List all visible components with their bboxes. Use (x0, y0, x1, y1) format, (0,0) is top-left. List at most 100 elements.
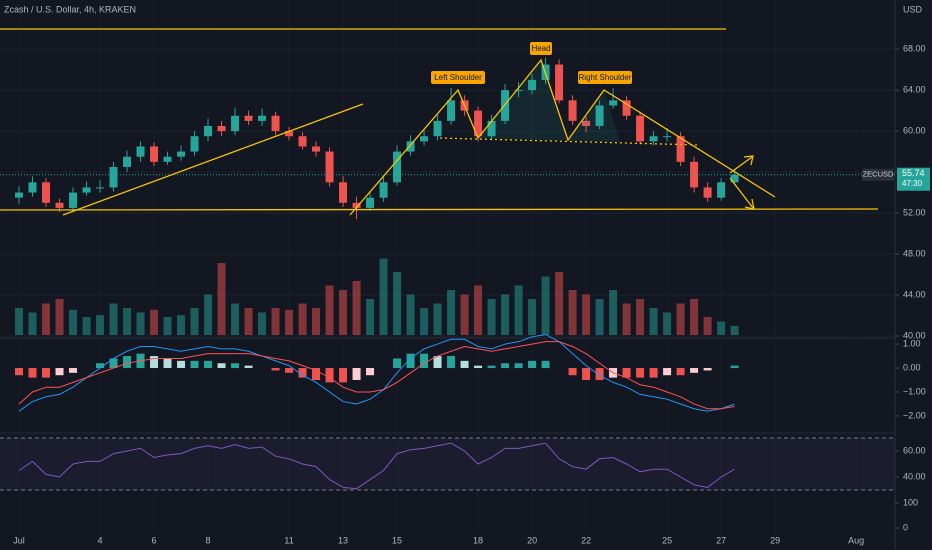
macd-histogram (217, 363, 226, 369)
y-tick-label: 64.00 (903, 85, 926, 95)
macd-histogram (123, 356, 132, 369)
candle-body (609, 100, 618, 106)
x-tick-label: 22 (581, 535, 591, 545)
candle-body (676, 136, 685, 162)
annotation-box (578, 71, 632, 84)
candle-body (109, 166, 118, 188)
volume-bar (514, 285, 523, 335)
symbol-box (862, 168, 894, 181)
macd-histogram (406, 353, 415, 369)
macd-histogram (150, 356, 159, 369)
macd-histogram (366, 368, 375, 376)
candle-body (177, 151, 186, 157)
annotation: Head (531, 44, 550, 53)
price-box (897, 167, 930, 191)
y-tick-label: 40.00 (903, 471, 926, 481)
candle-body (703, 187, 712, 198)
macd-histogram (528, 360, 537, 369)
volume-bar (717, 321, 726, 335)
volume-bar (447, 290, 456, 335)
candle-body (568, 100, 577, 121)
candle-body (487, 120, 496, 137)
volume-bar (109, 303, 118, 335)
y-tick-label: 60.00 (903, 125, 926, 135)
volume-bar (730, 326, 739, 335)
candle-body (271, 115, 280, 132)
macd-histogram (339, 368, 348, 383)
volume-bar (271, 308, 280, 335)
candle-body (393, 151, 402, 183)
macd-histogram (433, 356, 442, 369)
arrow-up (729, 156, 753, 174)
volume-bar (690, 299, 699, 335)
volume-bar (406, 294, 415, 335)
candle-body (231, 115, 240, 132)
macd-histogram (244, 365, 253, 369)
candle-body (244, 115, 253, 121)
candle-body (163, 156, 172, 162)
arrow-head (743, 155, 754, 166)
macd-histogram (474, 365, 483, 369)
macd-histogram (109, 358, 118, 369)
x-tick-label: 6 (152, 535, 157, 545)
candle-body (433, 120, 442, 137)
candle-body (379, 182, 388, 198)
candle-body (730, 174, 739, 183)
macd-histogram (325, 368, 334, 383)
volume-bar (528, 299, 537, 335)
volume-bar (663, 312, 672, 335)
candle-body (204, 125, 213, 137)
volume-bar (568, 290, 577, 335)
y-tick-label: 52.00 (903, 207, 926, 217)
volume-bar (433, 303, 442, 335)
candle-body (352, 202, 361, 208)
candle-body (96, 187, 105, 189)
macd-histogram (285, 368, 294, 373)
volume-bar (460, 294, 469, 335)
volume-bar (420, 308, 429, 335)
y-tick-label: 1.00 (903, 338, 921, 348)
candle-body (55, 202, 64, 208)
candle-body (217, 125, 226, 132)
candle-body (636, 115, 645, 142)
volume-bar (82, 317, 91, 335)
y-tick-label: 0.00 (903, 362, 921, 372)
pattern-fill (458, 60, 620, 142)
macd-histogram (622, 368, 631, 378)
macd-histogram (649, 368, 658, 378)
y-tick-label: 0 (903, 522, 908, 532)
volume-bar (123, 308, 132, 335)
annotation: Left Shoulder (434, 73, 482, 82)
volume-bar (636, 299, 645, 335)
macd-histogram (298, 368, 307, 378)
volume-bar (487, 299, 496, 335)
candle-body (150, 146, 159, 162)
candle-body (15, 192, 24, 198)
rsi-line (18, 442, 735, 490)
candle-body (622, 100, 631, 116)
volume-bar (217, 263, 226, 335)
macd-histogram (420, 353, 429, 369)
candle-body (406, 141, 415, 152)
volume-bar (258, 312, 267, 335)
y-tick-label: 100 (903, 497, 918, 507)
candle-body (595, 105, 604, 126)
macd-histogram (447, 356, 456, 369)
macd-histogram (312, 368, 321, 381)
candle-body (582, 120, 591, 126)
x-tick-label: 11 (284, 535, 293, 545)
macd-histogram (177, 360, 186, 369)
chart-title: Zcash / U.S. Dollar, 4h, KRAKEN (4, 4, 136, 14)
annotation-box (530, 42, 552, 55)
signal-line (18, 341, 735, 410)
arrow-down (729, 177, 754, 209)
macd-histogram (352, 368, 361, 381)
volume-bar (352, 281, 361, 335)
support-line (0, 208, 879, 211)
volume-bar (42, 303, 51, 335)
candle-body (28, 182, 37, 193)
volume-bar (244, 308, 253, 335)
macd-histogram (42, 368, 51, 378)
volume-bar (163, 317, 172, 335)
